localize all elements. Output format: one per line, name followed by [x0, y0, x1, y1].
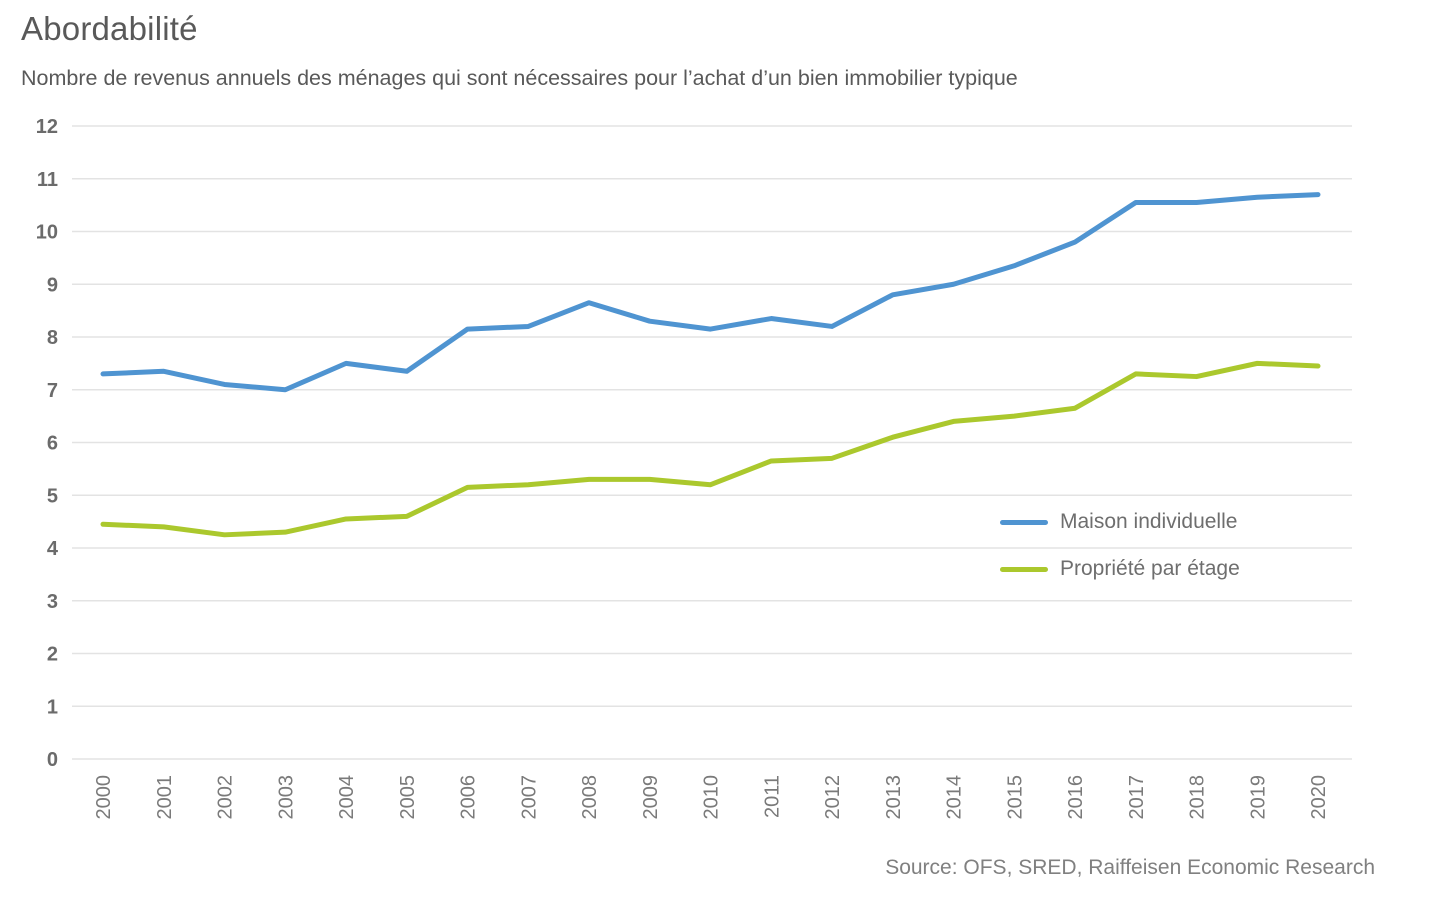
- x-axis-tick-label: 2009: [640, 775, 662, 820]
- y-axis-tick-label: 6: [47, 433, 58, 455]
- x-axis-tick-label: 2018: [1187, 775, 1209, 820]
- y-axis-tick-label: 4: [47, 538, 59, 560]
- legend-entry-propriete-par-etage: Propriété par étage: [1000, 554, 1240, 584]
- series-line-1: [100, 360, 1321, 538]
- y-axis-tick-label: 8: [47, 327, 58, 349]
- legend-label-maison-individuelle: Maison individuelle: [1060, 510, 1238, 533]
- y-axis-tick-label: 11: [37, 169, 58, 191]
- chart-title: Abordabilité: [21, 10, 198, 47]
- y-axis-tick-label: 1: [47, 696, 58, 718]
- source-note: Source: OFS, SRED, Raiffeisen Economic R…: [885, 856, 1375, 879]
- x-axis-tick-label: 2012: [822, 775, 844, 820]
- y-axis-tick-label: 0: [47, 749, 58, 771]
- legend-swatch-blue-line-icon: [1000, 519, 1048, 525]
- x-axis-tick-label: 2014: [944, 775, 966, 820]
- x-axis-tick-label: 2020: [1308, 775, 1330, 820]
- y-axis-tick-label: 2: [47, 644, 58, 666]
- legend: Maison individuelle Propriété par étage: [1000, 507, 1240, 584]
- y-axis-tick-label: 3: [47, 591, 58, 613]
- y-axis-tick-label: 5: [47, 485, 58, 507]
- x-axis-tick-label: 2001: [154, 775, 176, 820]
- x-axis-tick-label: 2008: [579, 775, 601, 820]
- x-axis-tick-label: 2005: [397, 775, 419, 820]
- x-axis-tick-label: 2019: [1247, 775, 1269, 820]
- series-line-0: [100, 192, 1321, 393]
- x-axis-tick-label: 2015: [1004, 775, 1026, 820]
- y-axis-tick-label: 7: [47, 380, 58, 402]
- legend-swatch-green-line-icon: [1000, 566, 1048, 572]
- x-axis-tick-label: 2017: [1126, 775, 1148, 820]
- x-axis-tick-label: 2007: [518, 775, 540, 820]
- x-axis-tick-label: 2013: [883, 775, 905, 820]
- y-axis-tick-label: 9: [47, 274, 58, 296]
- chart-subtitle: Nombre de revenus annuels des ménages qu…: [21, 66, 1018, 90]
- x-axis-tick-label: 2003: [275, 775, 297, 820]
- x-axis-tick-label: 2011: [761, 775, 783, 818]
- y-axis-tick-label: 12: [36, 116, 58, 138]
- legend-entry-maison-individuelle: Maison individuelle: [1000, 507, 1240, 537]
- x-axis-tick-label: 2010: [701, 775, 723, 820]
- x-axis-tick-label: 2000: [93, 775, 115, 820]
- x-axis-tick-label: 2002: [215, 775, 237, 820]
- legend-label-propriete-par-etage: Propriété par étage: [1060, 557, 1240, 580]
- x-axis-tick-label: 2004: [336, 775, 358, 820]
- x-axis-tick-label: 2016: [1065, 775, 1087, 820]
- x-axis-tick-label: 2006: [458, 775, 480, 820]
- y-axis-tick-label: 10: [36, 222, 58, 244]
